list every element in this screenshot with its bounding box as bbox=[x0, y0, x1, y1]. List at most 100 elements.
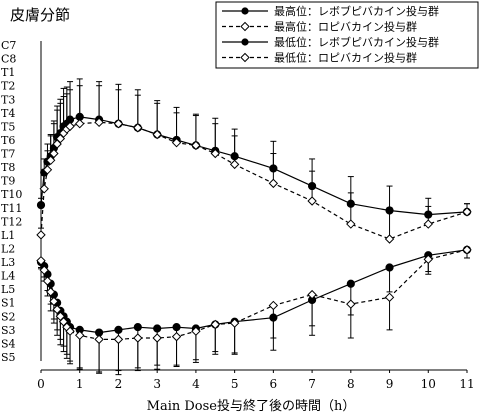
data-point bbox=[39, 184, 49, 194]
data-point bbox=[75, 330, 85, 341]
y-tick-label: T5 bbox=[1, 120, 15, 133]
x-tick-label: 7 bbox=[308, 377, 316, 391]
y-tick-label: L4 bbox=[1, 270, 15, 283]
chart-title: 皮膚分節 bbox=[10, 6, 70, 24]
legend-label: 最高位：ロピバカイン投与群 bbox=[274, 20, 417, 34]
data-point bbox=[346, 279, 355, 288]
y-tick-label: C7 bbox=[1, 39, 16, 52]
data-point bbox=[133, 123, 143, 133]
x-tick-label: 3 bbox=[153, 377, 161, 391]
legend-marker bbox=[240, 52, 250, 63]
data-point bbox=[424, 210, 433, 219]
data-point bbox=[346, 199, 355, 208]
legend-marker bbox=[240, 21, 250, 32]
y-tick-label: S1 bbox=[1, 297, 16, 310]
y-tick-label: T4 bbox=[1, 107, 15, 120]
data-point bbox=[269, 164, 278, 173]
data-point bbox=[462, 245, 472, 255]
data-point bbox=[36, 230, 46, 240]
data-point bbox=[171, 331, 182, 342]
x-axis: 0 1 2 3 4 5 6 7 8 9 10 11 bbox=[37, 369, 475, 391]
data-point bbox=[65, 121, 75, 132]
legend-label: 最低位：レボブピバカイン投与群 bbox=[274, 35, 439, 49]
data-point bbox=[307, 196, 317, 206]
data-point bbox=[191, 326, 201, 336]
series-line bbox=[40, 121, 468, 240]
data-point bbox=[268, 300, 279, 311]
x-axis-label: Main Dose投与終了後の時間（h） bbox=[147, 398, 356, 414]
data-point bbox=[65, 326, 75, 336]
data-point bbox=[42, 276, 53, 286]
y-tick-label: L5 bbox=[1, 283, 15, 296]
data-point bbox=[384, 234, 395, 244]
x-tick-label: 1 bbox=[76, 377, 84, 391]
data-point bbox=[113, 334, 124, 345]
data-point bbox=[133, 333, 143, 343]
x-tick-label: 5 bbox=[231, 377, 239, 391]
data-point bbox=[210, 319, 220, 330]
y-tick-label: L1 bbox=[1, 229, 15, 242]
data-point bbox=[423, 254, 433, 265]
x-tick-label: 6 bbox=[270, 377, 278, 391]
data-point bbox=[269, 313, 278, 322]
y-tick-label: T3 bbox=[1, 93, 15, 106]
data-point bbox=[153, 324, 162, 333]
x-tick-label: 11 bbox=[459, 377, 474, 391]
data-point bbox=[45, 287, 56, 297]
y-tick-label: T1 bbox=[1, 66, 15, 79]
y-tick-label: S3 bbox=[1, 324, 16, 337]
data-point bbox=[385, 263, 394, 272]
y-tick-label: T11 bbox=[1, 202, 22, 215]
series-markers bbox=[36, 112, 472, 345]
y-tick-label: L2 bbox=[1, 242, 15, 255]
data-point bbox=[52, 304, 62, 315]
data-point bbox=[268, 178, 279, 189]
data-point bbox=[133, 323, 142, 332]
data-point bbox=[152, 129, 162, 140]
data-point bbox=[36, 200, 46, 210]
y-tick-label: T8 bbox=[1, 161, 15, 174]
x-tick-label: 9 bbox=[386, 377, 394, 391]
y-tick-label: T9 bbox=[1, 175, 15, 188]
data-point bbox=[94, 334, 104, 345]
x-tick-label: 8 bbox=[347, 377, 355, 391]
data-point bbox=[114, 325, 123, 334]
y-tick-label: C8 bbox=[1, 53, 16, 66]
data-point bbox=[346, 219, 356, 229]
y-tick-label: T12 bbox=[1, 215, 22, 228]
data-point bbox=[172, 323, 181, 332]
y-axis: C7C8T1T2T3T4T5T6T7T8T9T10T11T12L1L2L3L4L… bbox=[1, 39, 42, 364]
data-point bbox=[385, 206, 394, 215]
data-point bbox=[229, 318, 240, 328]
legend: 最高位：レボブピバカイン投与群最高位：ロピバカイン投与群最低位：レボブピバカイン… bbox=[215, 1, 479, 69]
data-point bbox=[49, 296, 59, 307]
y-tick-label: T2 bbox=[1, 80, 15, 93]
data-point bbox=[191, 140, 201, 151]
data-point bbox=[210, 148, 220, 159]
data-point bbox=[346, 299, 356, 309]
legend-marker bbox=[241, 7, 249, 15]
data-point bbox=[229, 159, 240, 170]
y-tick-label: T6 bbox=[1, 134, 15, 147]
data-point bbox=[384, 292, 395, 303]
data-point bbox=[75, 118, 85, 129]
x-tick-label: 10 bbox=[421, 377, 436, 391]
data-point bbox=[307, 289, 317, 300]
legend-label: 最高位：レボブピバカイン投与群 bbox=[274, 4, 439, 18]
data-point bbox=[462, 207, 472, 217]
x-tick-label: 4 bbox=[192, 377, 200, 391]
y-tick-label: S5 bbox=[1, 351, 16, 364]
series-line bbox=[40, 116, 468, 216]
data-point bbox=[307, 181, 317, 191]
data-point bbox=[45, 155, 56, 166]
data-point bbox=[49, 148, 59, 159]
y-tick-label: T10 bbox=[1, 188, 22, 201]
data-point bbox=[113, 118, 124, 129]
data-point bbox=[230, 152, 239, 161]
y-tick-label: T7 bbox=[1, 148, 15, 161]
x-tick-label: 0 bbox=[37, 377, 45, 391]
series-lines bbox=[40, 116, 468, 340]
data-point bbox=[423, 219, 433, 229]
data-point bbox=[171, 137, 182, 148]
